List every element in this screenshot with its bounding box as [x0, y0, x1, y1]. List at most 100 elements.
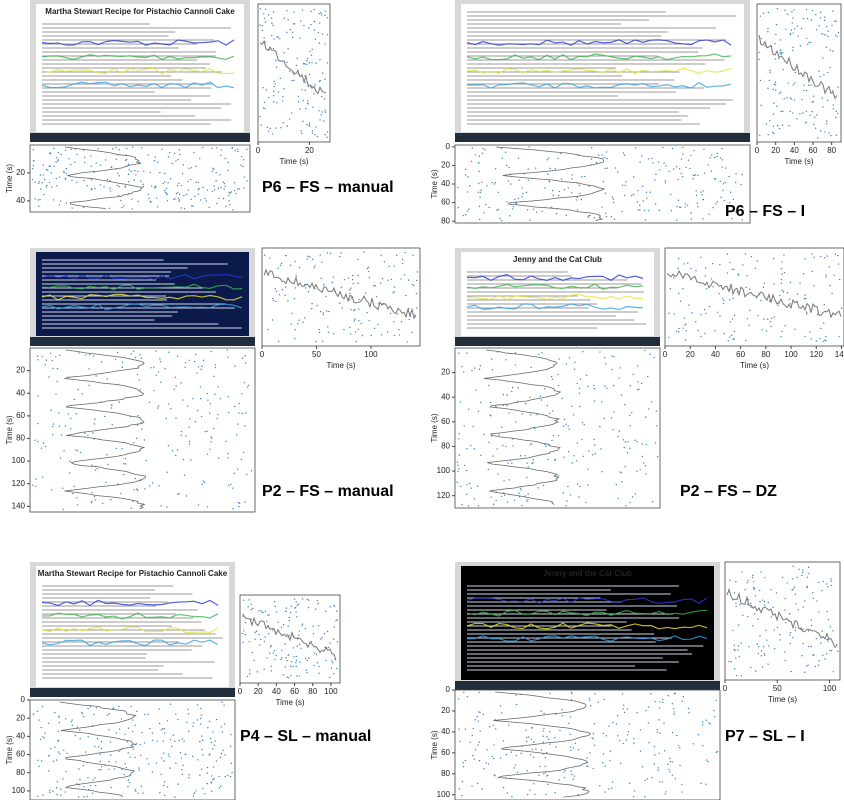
gaze-dot: [81, 712, 82, 713]
gaze-dot: [637, 365, 638, 366]
gaze-dot: [795, 72, 796, 73]
gaze-dot: [489, 726, 490, 727]
gaze-dot: [503, 787, 504, 788]
gaze-dot: [174, 796, 175, 797]
gaze-dot: [457, 471, 458, 472]
gaze-dot: [804, 258, 805, 259]
gaze-dot: [149, 172, 150, 173]
gaze-dot: [318, 666, 319, 667]
gaze-dot: [128, 174, 129, 175]
gaze-dot: [155, 156, 156, 157]
y-tick-label: 100: [12, 786, 26, 795]
gaze-dot: [808, 573, 809, 574]
gaze-dot: [538, 487, 539, 488]
gaze-dot: [826, 26, 827, 27]
gaze-dot: [520, 753, 521, 754]
gaze-dot: [604, 699, 605, 700]
gaze-dot: [468, 409, 469, 410]
gaze-dot: [738, 645, 739, 646]
gaze-dot: [712, 286, 713, 287]
gaze-dot: [807, 586, 808, 587]
gaze-dot: [282, 289, 283, 290]
y-tick-label: 20: [16, 168, 25, 177]
plot-frame: [258, 4, 330, 142]
gaze-dot: [407, 341, 408, 342]
gaze-dot: [719, 264, 720, 265]
gaze-dot: [69, 461, 70, 462]
gaze-dot: [715, 203, 716, 204]
gaze-dot: [789, 613, 790, 614]
gaze-dot: [612, 429, 613, 430]
gaze-dot: [599, 785, 600, 786]
gaze-dot: [293, 647, 294, 648]
gaze-dot: [625, 505, 626, 506]
gaze-dot: [42, 736, 43, 737]
gaze-dot: [280, 78, 281, 79]
gaze-dot: [301, 133, 302, 134]
gaze-dot: [146, 758, 147, 759]
gaze-dot: [288, 654, 289, 655]
gaze-dot: [180, 382, 181, 383]
gaze-dot: [641, 383, 642, 384]
gaze-dot: [697, 203, 698, 204]
gaze-dot: [249, 641, 250, 642]
gaze-dot: [594, 400, 595, 401]
gaze-dot: [314, 30, 315, 31]
gaze-dot: [316, 654, 317, 655]
gaze-dot: [816, 600, 817, 601]
gaze-dot: [624, 404, 625, 405]
gaze-dot: [107, 179, 108, 180]
gaze-dot: [646, 444, 647, 445]
gaze-dot: [188, 426, 189, 427]
gaze-dot: [761, 650, 762, 651]
gaze-dot: [681, 173, 682, 174]
gaze-dot: [358, 299, 359, 300]
gaze-dot: [184, 367, 185, 368]
gaze-dot: [640, 469, 641, 470]
gaze-dot: [465, 214, 466, 215]
gaze-dot: [599, 426, 600, 427]
gaze-dot: [733, 199, 734, 200]
gaze-dot: [629, 723, 630, 724]
gaze-dot: [227, 170, 228, 171]
gaze-dot: [307, 660, 308, 661]
gaze-dot: [177, 159, 178, 160]
gaze-dot: [182, 765, 183, 766]
gaze-dot: [604, 157, 605, 158]
gaze-dot: [237, 423, 238, 424]
gaze-dot: [471, 785, 472, 786]
gaze-dot: [773, 258, 774, 259]
gaze-dot: [77, 389, 78, 390]
gaze-dot: [273, 101, 274, 102]
gaze-dot: [60, 788, 61, 789]
gaze-dot: [265, 611, 266, 612]
gaze-dot: [627, 734, 628, 735]
gaze-dot: [495, 728, 496, 729]
gaze-dot: [702, 218, 703, 219]
gaze-dot: [639, 161, 640, 162]
gaze-dot: [634, 790, 635, 791]
gaze-dot: [463, 371, 464, 372]
gaze-dot: [299, 675, 300, 676]
gaze-dot: [707, 761, 708, 762]
x-tick-label: 40: [711, 350, 720, 359]
gaze-dot: [279, 38, 280, 39]
gaze-dot: [559, 191, 560, 192]
gaze-dot: [325, 660, 326, 661]
gaze-dot: [114, 768, 115, 769]
gaze-dot: [582, 422, 583, 423]
gaze-dot: [806, 587, 807, 588]
gaze-dot: [475, 749, 476, 750]
gaze-dot: [593, 385, 594, 386]
gaze-dot: [307, 599, 308, 600]
gaze-dot: [552, 190, 553, 191]
gaze-dot: [475, 390, 476, 391]
gaze-dot: [458, 728, 459, 729]
gaze-dot: [319, 332, 320, 333]
gaze-dot: [839, 279, 840, 280]
gaze-dot: [607, 167, 608, 168]
gaze-dot: [293, 12, 294, 13]
gaze-dot: [278, 341, 279, 342]
gaze-dot: [741, 174, 742, 175]
gaze-dot: [118, 706, 119, 707]
